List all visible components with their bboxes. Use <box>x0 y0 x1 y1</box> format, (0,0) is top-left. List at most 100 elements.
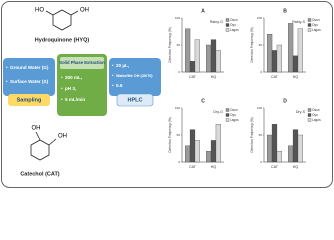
legend-swatch <box>225 113 230 117</box>
legend-swatch <box>225 28 230 32</box>
frame <box>1 1 333 188</box>
group: OH <box>58 134 67 140</box>
step-tab <box>60 57 104 69</box>
bar <box>184 145 191 163</box>
step-item: • <box>112 73 114 78</box>
step-box <box>109 58 161 96</box>
x-tick-label: HQ <box>211 75 217 79</box>
x-tick-label: HQ <box>211 165 217 169</box>
bar <box>266 34 273 73</box>
bar <box>210 39 217 73</box>
bar <box>194 140 200 163</box>
bar <box>215 124 221 163</box>
step-item: • <box>61 75 63 80</box>
legend-label: Lagos <box>230 28 239 32</box>
molecule-label: Catechol (CAT) <box>20 171 59 177</box>
bar <box>287 23 294 73</box>
step-item: • <box>6 65 8 70</box>
bar <box>189 61 196 73</box>
bar <box>287 145 294 163</box>
chart-subtitle: Rainy-S <box>292 20 305 24</box>
bar <box>297 28 304 73</box>
legend-swatch <box>307 108 312 112</box>
bar <box>215 50 221 73</box>
y-tick-label: 0 <box>178 70 180 74</box>
bar <box>184 28 191 73</box>
step-item: • <box>112 63 114 68</box>
bar <box>210 140 217 163</box>
bar <box>271 50 278 73</box>
legend-label: Oyo <box>312 113 318 117</box>
legend-label: Oyo <box>312 23 318 27</box>
x-tick-label: CAT <box>189 75 197 79</box>
step-title: Solid Phase Extraction <box>59 60 105 65</box>
y-axis-label: Detection Frequency (%) <box>250 27 254 62</box>
chart-title: D <box>283 98 287 104</box>
step-item: Ground Water (G) <box>10 65 49 70</box>
legend-swatch <box>307 23 312 27</box>
chart-title: B <box>283 8 287 14</box>
step-item: • <box>6 79 8 84</box>
x-tick-label: HQ <box>293 75 299 79</box>
step-item: pH 3, <box>65 86 76 91</box>
legend-label: Lagos <box>230 118 239 122</box>
bar <box>189 129 196 163</box>
bar <box>297 134 304 163</box>
y-tick-label: 50 <box>177 133 181 137</box>
bar <box>292 129 299 163</box>
step-item: • <box>61 86 63 91</box>
legend-swatch <box>307 113 312 117</box>
step-tab <box>116 93 154 107</box>
chart-subtitle: Rainy-G <box>210 20 223 24</box>
step-item: Water/Me OH (30/70) <box>116 74 153 78</box>
bar <box>194 39 200 73</box>
step-item: 20 µL, <box>116 63 129 68</box>
y-tick-label: 100 <box>257 106 262 110</box>
x-tick-label: CAT <box>189 165 197 169</box>
step-box <box>3 58 55 96</box>
bond <box>35 131 41 141</box>
legend-swatch <box>307 118 312 122</box>
legend-swatch <box>225 118 230 122</box>
legend-label: Osun <box>312 18 320 22</box>
graphical-abstract: HO OH Hydroquinone (HYQ) • Ground Water … <box>1 1 333 188</box>
y-tick-label: 0 <box>260 160 262 164</box>
y-tick-label: 0 <box>260 70 262 74</box>
y-tick-label: 50 <box>177 43 181 47</box>
legend-swatch <box>225 23 230 27</box>
y-tick-label: 50 <box>259 43 263 47</box>
step-item: 5 mL/min <box>65 97 85 102</box>
step-item: 0.5 <box>116 83 123 88</box>
legend-label: Osun <box>312 108 320 112</box>
legend-swatch <box>307 28 312 32</box>
legend-swatch <box>225 18 230 22</box>
step-box <box>57 54 107 116</box>
step-item: • <box>61 97 63 102</box>
y-axis-label: Detection Frequency (%) <box>168 117 172 152</box>
y-tick-label: 100 <box>175 16 180 20</box>
y-tick-label: 0 <box>178 160 180 164</box>
step-tab <box>8 94 50 106</box>
legend-label: Lagos <box>312 28 321 32</box>
chart-title: C <box>201 98 205 104</box>
y-axis-label: Detection Frequency (%) <box>250 117 254 152</box>
step-item: 200 mL, <box>65 75 82 80</box>
group: OH <box>80 8 89 14</box>
y-axis-label: Detection Frequency (%) <box>168 27 172 62</box>
bar <box>276 44 283 73</box>
chart-title: A <box>201 8 205 14</box>
legend-label: Lagos <box>312 118 321 122</box>
chart-subtitle: Dry-G <box>213 110 223 114</box>
group: HO <box>35 8 44 14</box>
molecule-label: Hydroquinone (HYQ) <box>35 37 90 43</box>
legend-swatch <box>225 108 230 112</box>
legend-label: Oyo <box>230 113 236 117</box>
bar <box>271 124 278 163</box>
step-title: Sampling <box>17 97 42 103</box>
bar <box>276 151 283 163</box>
bond <box>48 138 57 146</box>
y-tick-label: 100 <box>257 16 262 20</box>
bond <box>70 10 79 16</box>
step-item: • <box>112 83 114 88</box>
step-item: Surface Water (S) <box>10 79 49 84</box>
